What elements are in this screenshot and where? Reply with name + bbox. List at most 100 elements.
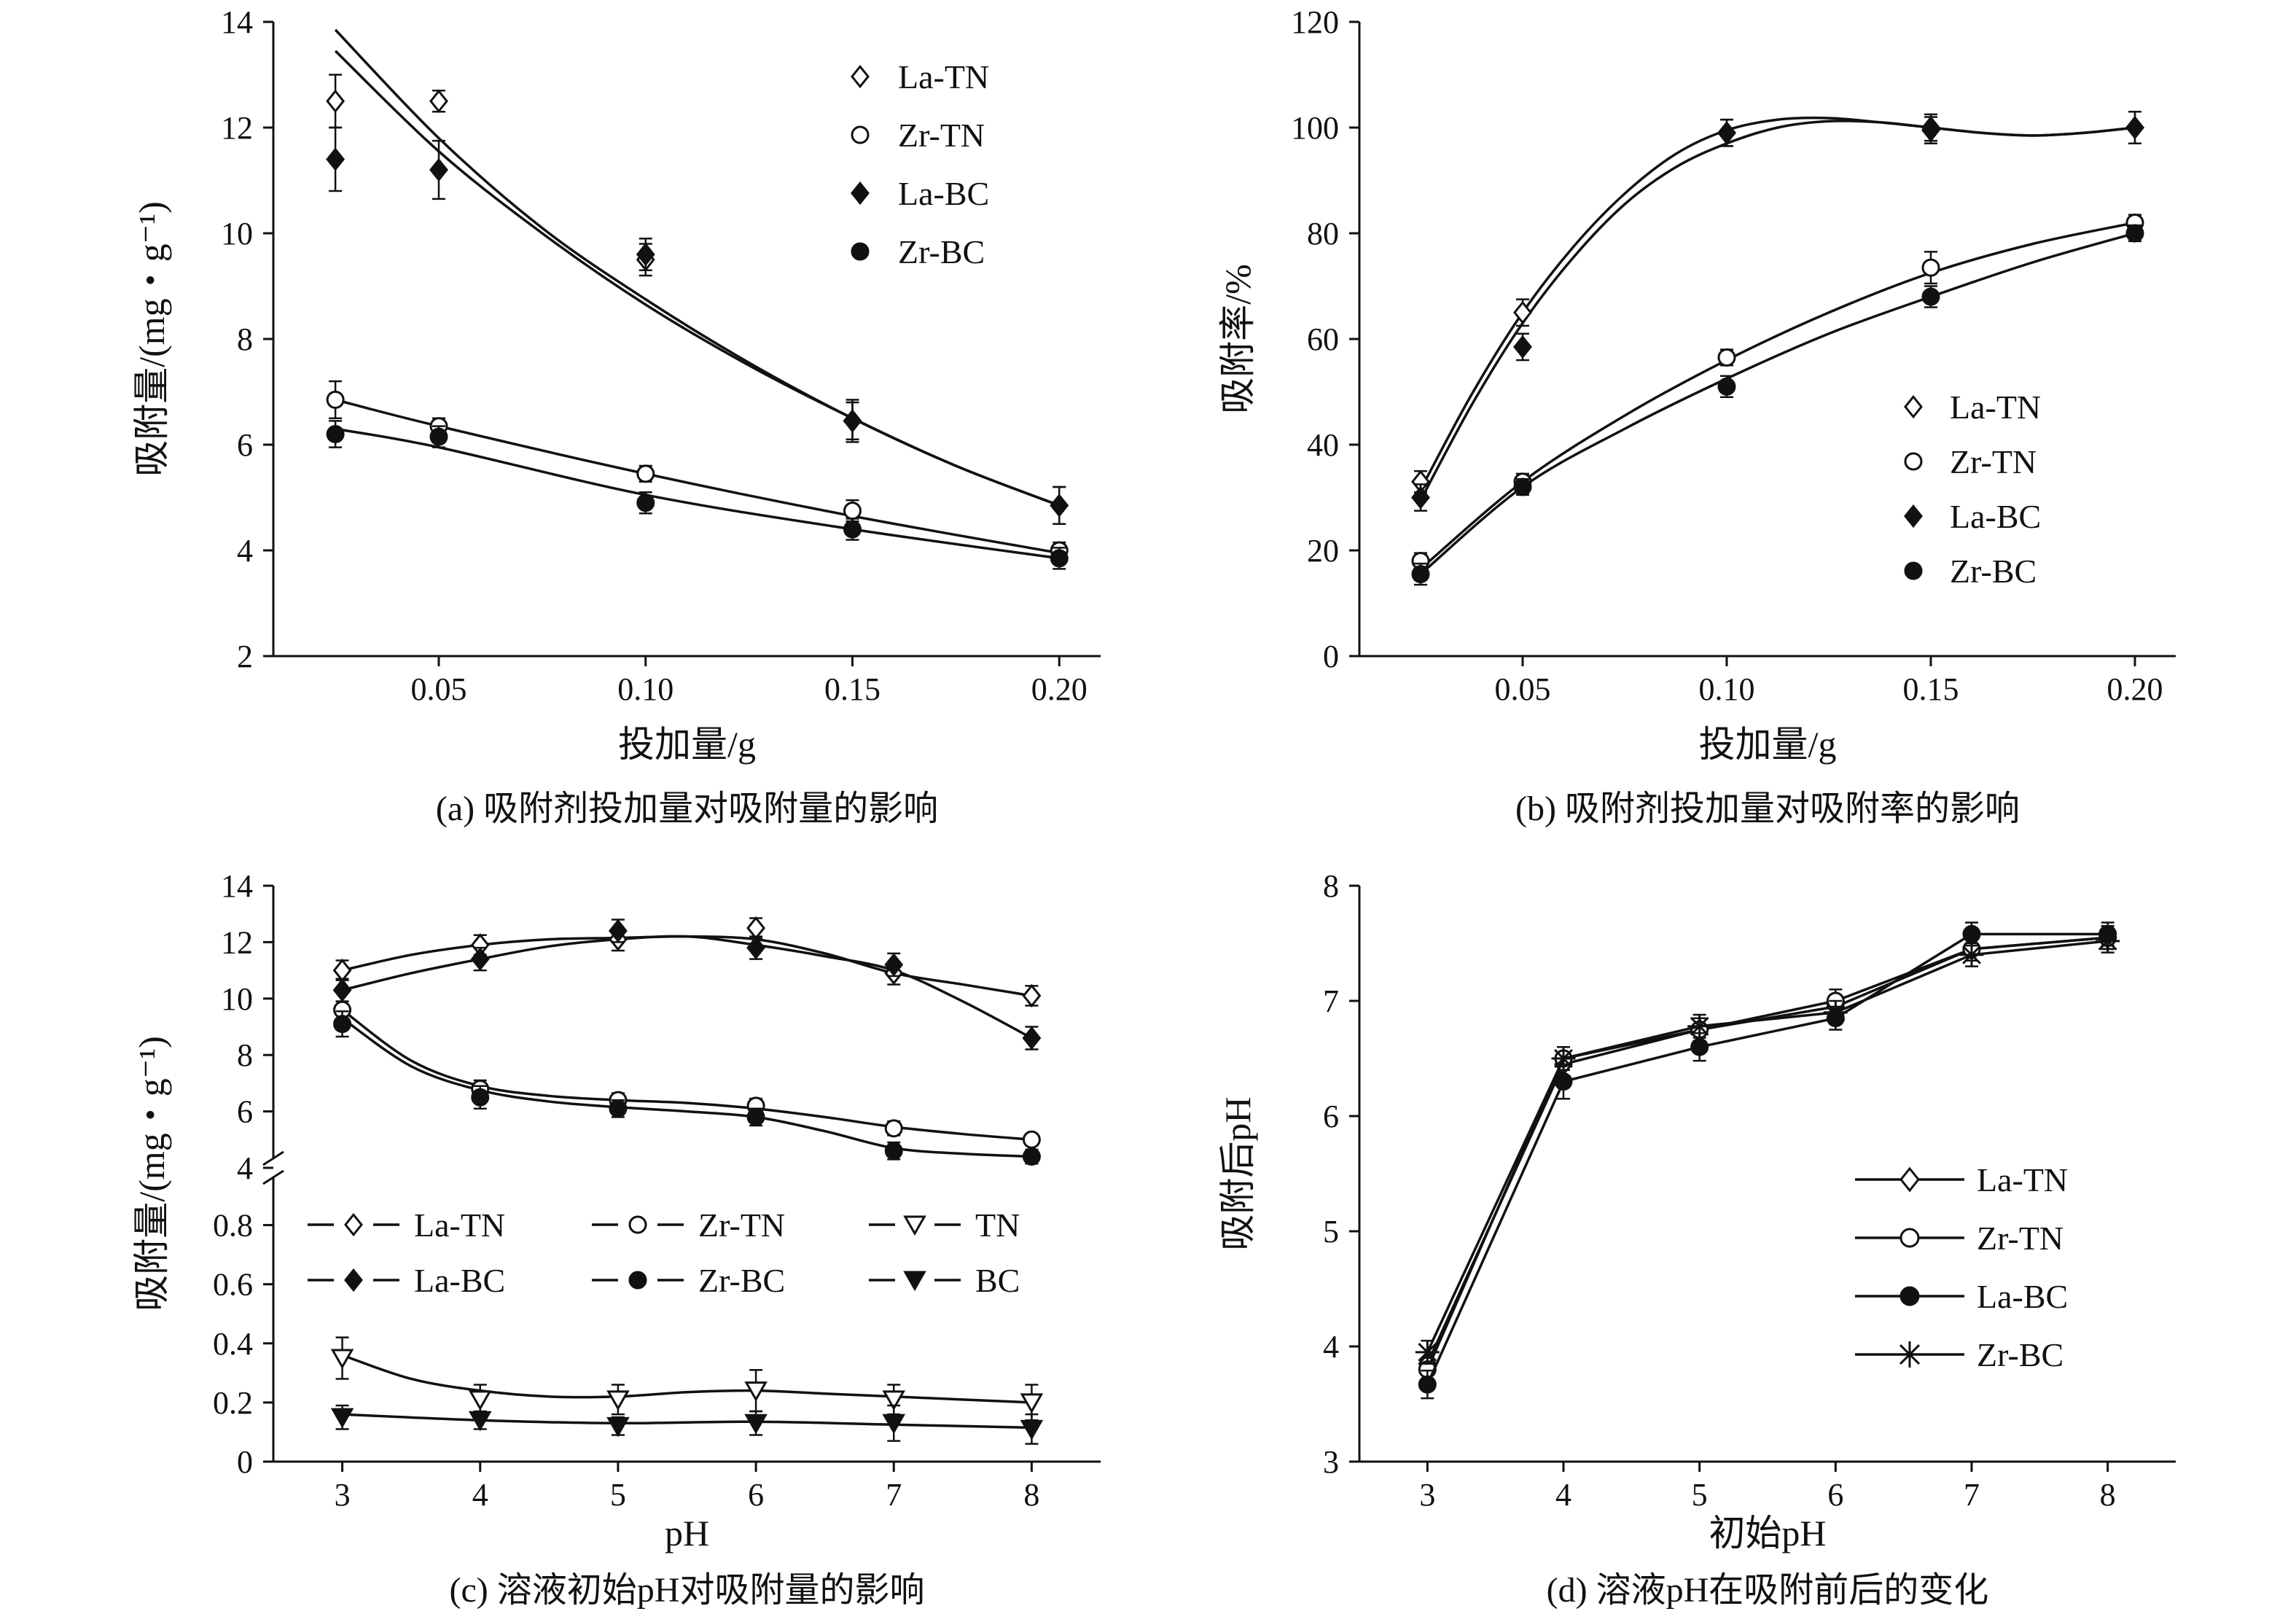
data-point (1962, 924, 1981, 943)
data-point (1554, 1072, 1573, 1091)
legend-marker (1904, 504, 1923, 529)
legend-label: Zr-BC (1950, 553, 2037, 590)
legend-marker (903, 1215, 926, 1236)
data-point (843, 409, 862, 433)
y-tick-label: 120 (1291, 4, 1339, 40)
x-axis-label: pH (665, 1513, 709, 1553)
fit-curve (335, 398, 1060, 555)
data-point (843, 520, 862, 539)
series-Zr-BC (333, 1010, 1041, 1166)
y-tick-label: 60 (1307, 321, 1339, 357)
fit-curve (341, 1008, 1032, 1142)
y-tick-label: 4 (1323, 1329, 1339, 1365)
y-tick-label: 5 (1323, 1214, 1339, 1249)
x-tick-label: 6 (748, 1477, 764, 1513)
legend-label: BC (975, 1262, 1020, 1299)
data-point (2125, 115, 2144, 140)
series-Zr-BC (326, 420, 1069, 570)
legend-marker (851, 242, 870, 261)
legend-marker (344, 1212, 363, 1237)
fit-curve (342, 1354, 1032, 1404)
x-tick-label: 7 (1964, 1477, 1980, 1513)
legend-label: La-TN (898, 58, 989, 95)
series-Zr-BC (1415, 928, 2120, 1365)
fit-curve (341, 1017, 1032, 1158)
legend-marker (628, 1271, 647, 1290)
legend-marker (851, 125, 870, 144)
data-point (1513, 300, 1532, 324)
y-axis-label: 吸附量/(mg・g⁻¹) (131, 1036, 172, 1311)
y-tick-label: 80 (1307, 216, 1339, 252)
data-point (744, 1414, 768, 1435)
legend-label: Zr-BC (698, 1262, 785, 1299)
x-axis-label: 投加量/g (1699, 724, 1837, 765)
legend-marker (851, 181, 870, 206)
data-point (1717, 121, 1736, 145)
legend-marker (1904, 394, 1923, 419)
chart-panel-a: 0.05 0.10 0.15 0.20 2 4 6 8 10 12 14 投加量/g 吸附量/(mg・g… (131, 4, 1101, 828)
chart-panel-b: 0.05 0.10 0.15 0.20 0 20 40 60 80 100 120 投加量/g 吸附率/… (1217, 4, 2176, 828)
y-tick-label: 0 (237, 1444, 253, 1480)
data-point (746, 1107, 765, 1126)
x-tick-label: 0.10 (1699, 671, 1755, 707)
panel-caption: (a) 吸附剂投加量对吸附量的影响 (436, 789, 938, 828)
data-point (606, 1390, 630, 1411)
series-Zr-TN (326, 380, 1069, 560)
legend: La-TN Zr-TN TN La-BC Zr-BC BC (308, 1206, 1020, 1299)
data-point (1717, 377, 1736, 396)
data-point (1022, 1130, 1041, 1149)
y-tick-label: 6 (1323, 1099, 1339, 1134)
legend-label: Zr-TN (1950, 443, 2037, 480)
legend-label: La-TN (1977, 1161, 2068, 1198)
y-tick-label: 12 (221, 924, 253, 960)
data-point (606, 1416, 630, 1438)
x-tick-label: 3 (1419, 1477, 1435, 1513)
x-tick-label: 8 (2100, 1477, 2116, 1513)
legend-label: La-TN (1950, 389, 2041, 426)
legend-marker (1899, 1228, 1920, 1248)
fit-curve (335, 427, 1060, 560)
fit-curve (334, 50, 1060, 507)
data-point (1513, 477, 1532, 496)
x-tick-label: 0.20 (2107, 671, 2163, 707)
x-tick-label: 0.10 (617, 671, 673, 707)
fit-curve (342, 1413, 1032, 1430)
data-point (330, 1349, 354, 1370)
legend-marker (344, 1268, 363, 1292)
legend-label: Zr-BC (1977, 1336, 2063, 1373)
y-tick-label: 0.4 (213, 1326, 253, 1362)
series-La-TN (332, 916, 1042, 1008)
panel-caption: (c) 溶液初始pH对吸附量的影响 (450, 1571, 925, 1610)
x-tick-label: 7 (886, 1477, 902, 1513)
data-point (636, 242, 655, 267)
data-point (470, 947, 490, 971)
panel-caption: (d) 溶液pH在吸附前后的变化 (1547, 1571, 1989, 1610)
legend-label: La-BC (1950, 498, 2041, 535)
y-axis-label: 吸附量/(mg・g⁻¹) (131, 201, 172, 476)
x-tick-label: 0.15 (824, 671, 880, 707)
y-tick-label: 3 (1323, 1444, 1339, 1480)
data-point (1050, 494, 1069, 518)
y-tick-label: 4 (237, 533, 253, 569)
data-point (1415, 1340, 1440, 1365)
data-point (1921, 118, 1940, 142)
fit-curve (342, 935, 1033, 1040)
data-point (884, 953, 904, 977)
data-point (746, 935, 766, 960)
y-tick-label: 100 (1291, 110, 1339, 146)
series-BC (330, 1404, 1044, 1445)
data-point (1050, 549, 1069, 568)
series-La-BC (1411, 111, 2144, 512)
chart-panel-d: 3 4 5 6 7 8 3 4 5 6 7 8 初始pH 吸附后pH (d) 溶液pH在吸附前后的变化 La-… (1217, 868, 2176, 1610)
series-La-BC (332, 919, 1042, 1050)
y-tick-label: 6 (237, 1094, 253, 1130)
legend-marker (1904, 561, 1923, 580)
data-point (1411, 486, 1430, 510)
x-tick-label: 5 (610, 1477, 626, 1513)
data-point (1411, 565, 1430, 584)
data-point (1513, 335, 1532, 359)
data-point (326, 390, 345, 409)
x-tick-label: 0.20 (1031, 671, 1088, 707)
x-tick-label: 0.05 (411, 671, 467, 707)
